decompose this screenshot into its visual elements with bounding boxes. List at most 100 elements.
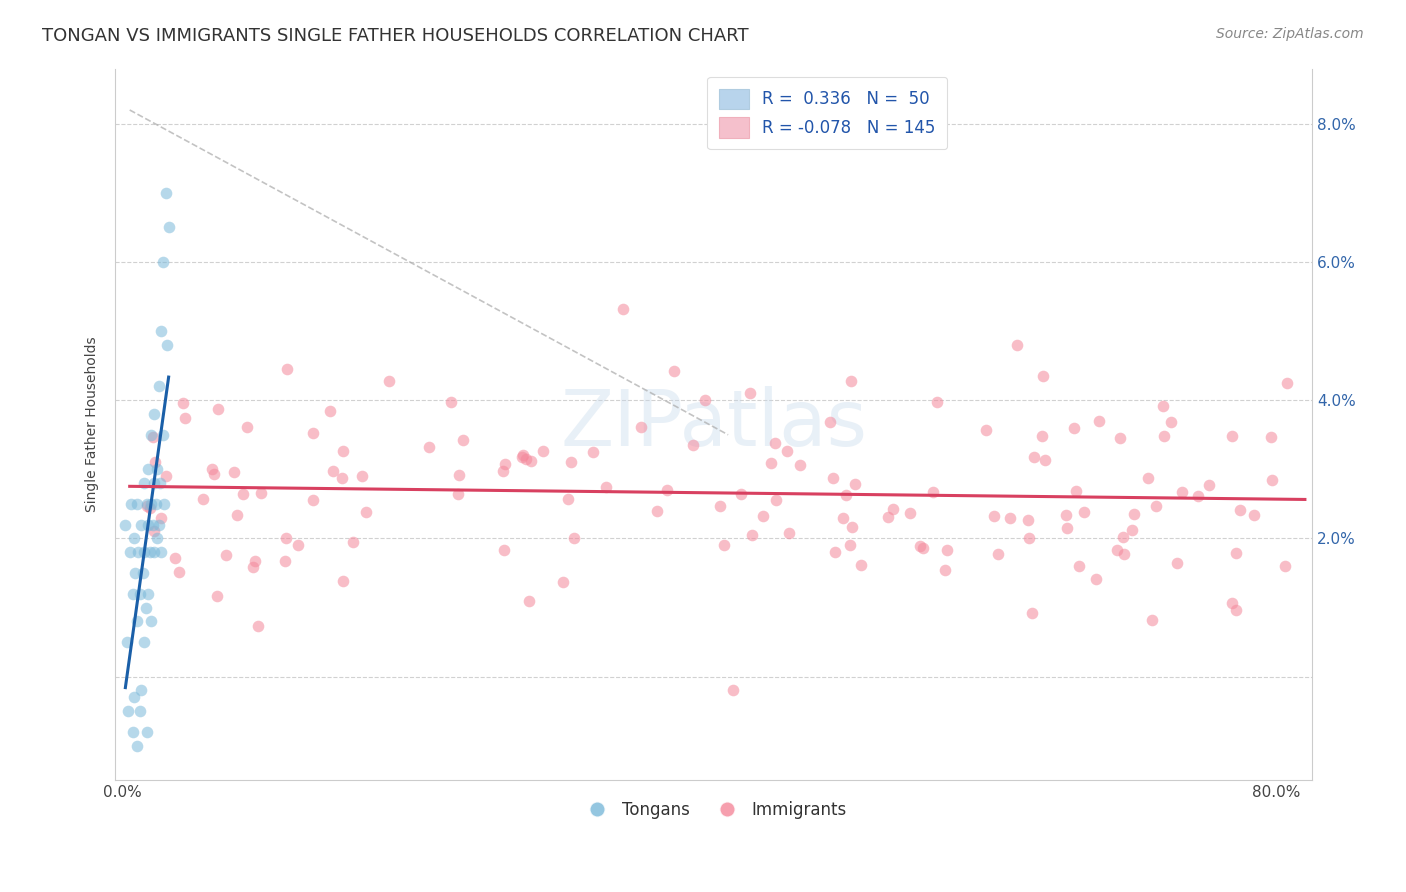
Point [352, 468, 374, 483]
Point [741, 528, 763, 542]
Point [332, 444, 354, 458]
Point [132, 476, 155, 491]
Point [662, 364, 685, 378]
Point [148, 379, 170, 393]
Point [128, 704, 150, 718]
Point [1275, 376, 1298, 391]
Point [851, 558, 873, 572]
Point [1121, 523, 1143, 537]
Point [125, 615, 148, 629]
Point [832, 511, 855, 525]
Point [1136, 471, 1159, 485]
Point [776, 443, 799, 458]
Point [122, 690, 145, 705]
Text: Source: ZipAtlas.com: Source: ZipAtlas.com [1216, 27, 1364, 41]
Point [342, 535, 364, 549]
Y-axis label: Single Father Households: Single Father Households [86, 336, 100, 512]
Point [1031, 429, 1053, 443]
Point [1142, 613, 1164, 627]
Point [142, 517, 165, 532]
Point [114, 517, 136, 532]
Point [1243, 508, 1265, 522]
Point [232, 487, 254, 501]
Point [647, 503, 669, 517]
Point [1085, 572, 1108, 586]
Point [695, 393, 717, 408]
Point [152, 427, 174, 442]
Point [141, 615, 163, 629]
Point [1160, 415, 1182, 429]
Legend: Tongans, Immigrants: Tongans, Immigrants [574, 794, 853, 825]
Point [139, 545, 162, 559]
Point [242, 559, 264, 574]
Point [165, 551, 187, 566]
Point [143, 455, 166, 469]
Point [155, 186, 177, 200]
Point [302, 492, 325, 507]
Point [519, 454, 541, 468]
Point [1017, 514, 1039, 528]
Point [818, 415, 841, 429]
Point [936, 543, 959, 558]
Point [557, 491, 579, 506]
Point [322, 464, 344, 478]
Point [1225, 603, 1247, 617]
Point [730, 487, 752, 501]
Point [595, 479, 617, 493]
Point [138, 462, 160, 476]
Point [150, 545, 173, 559]
Point [1152, 399, 1174, 413]
Point [121, 725, 143, 739]
Point [1171, 484, 1194, 499]
Point [207, 401, 229, 416]
Point [531, 444, 554, 458]
Point [129, 683, 152, 698]
Point [330, 471, 353, 485]
Point [115, 635, 138, 649]
Point [925, 394, 948, 409]
Point [1220, 429, 1243, 443]
Point [131, 566, 153, 580]
Point [135, 600, 157, 615]
Point [612, 301, 634, 316]
Point [125, 739, 148, 753]
Point [821, 471, 844, 485]
Point [250, 485, 273, 500]
Point [1064, 483, 1087, 498]
Point [446, 487, 468, 501]
Point [120, 497, 142, 511]
Point [492, 543, 515, 558]
Point [157, 220, 180, 235]
Point [723, 682, 745, 697]
Point [1056, 521, 1078, 535]
Point [451, 433, 474, 447]
Point [976, 423, 998, 437]
Point [302, 425, 325, 440]
Point [1229, 503, 1251, 517]
Point [124, 566, 146, 580]
Point [145, 497, 167, 511]
Point [136, 497, 159, 511]
Point [562, 532, 585, 546]
Point [983, 508, 1005, 523]
Point [898, 506, 921, 520]
Point [789, 458, 811, 473]
Point [1144, 500, 1167, 514]
Point [844, 477, 866, 491]
Point [682, 438, 704, 452]
Point [1022, 450, 1045, 464]
Point [143, 545, 166, 559]
Point [512, 450, 534, 465]
Point [912, 541, 935, 555]
Point [222, 465, 245, 479]
Point [582, 445, 605, 459]
Point [141, 427, 163, 442]
Point [713, 538, 735, 552]
Point [1073, 505, 1095, 519]
Point [835, 488, 858, 502]
Point [125, 497, 148, 511]
Point [763, 435, 786, 450]
Point [142, 429, 165, 443]
Point [129, 517, 152, 532]
Point [121, 587, 143, 601]
